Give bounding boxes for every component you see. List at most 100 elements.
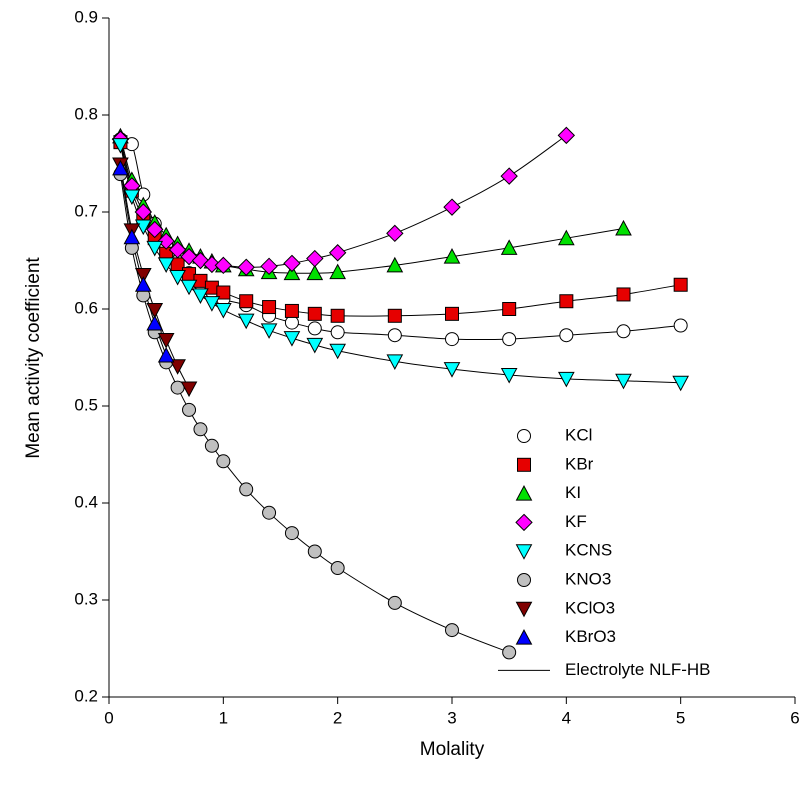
marker [387, 595, 402, 610]
legend-label: KF [565, 512, 587, 531]
y-tick-label: 0.7 [74, 201, 98, 220]
marker [330, 560, 345, 575]
x-tick-label: 2 [333, 708, 342, 727]
marker [157, 347, 175, 363]
marker [329, 263, 347, 280]
marker [387, 328, 402, 343]
marker [500, 239, 518, 255]
marker [386, 224, 404, 243]
y-tick-label: 0.9 [74, 7, 98, 26]
fit-line [119, 136, 624, 274]
marker [445, 306, 459, 321]
marker [329, 343, 347, 360]
marker [169, 359, 186, 375]
marker [443, 198, 461, 216]
marker [239, 482, 254, 497]
marker [180, 381, 198, 398]
legend-marker [517, 573, 531, 587]
y-tick-label: 0.3 [74, 589, 98, 608]
marker [330, 308, 345, 323]
marker [386, 256, 404, 273]
marker [283, 331, 301, 347]
marker [260, 257, 278, 276]
legend-marker [517, 457, 531, 472]
legend-label: KBrO3 [565, 627, 616, 646]
legend-marker [517, 429, 531, 443]
x-tick-label: 3 [447, 708, 456, 727]
x-tick-label: 6 [790, 708, 799, 727]
marker [157, 333, 175, 349]
x-axis-title: Molality [420, 739, 485, 760]
marker [134, 268, 152, 284]
marker [216, 285, 231, 300]
marker [672, 375, 690, 392]
marker [146, 240, 164, 257]
marker [306, 264, 324, 281]
marker [284, 303, 299, 318]
marker [443, 362, 461, 378]
marker [214, 256, 233, 275]
x-tick-label: 4 [562, 708, 571, 727]
legend-label: Electrolyte NLF-HB [565, 660, 710, 679]
marker [123, 228, 141, 245]
marker [157, 232, 175, 250]
marker [112, 159, 129, 176]
marker [203, 255, 221, 274]
marker [307, 321, 322, 336]
marker [262, 300, 277, 315]
marker [445, 332, 459, 347]
y-axis-title: Mean activity coefficient [23, 257, 44, 459]
x-tick-label: 1 [219, 708, 228, 727]
marker [387, 308, 402, 323]
marker [134, 276, 152, 292]
y-tick-label: 0.4 [74, 492, 98, 511]
marker [193, 422, 208, 437]
marker [557, 229, 575, 246]
y-tick-label: 0.8 [74, 104, 98, 123]
marker [283, 264, 301, 281]
marker [559, 328, 574, 343]
marker [112, 138, 129, 154]
marker [306, 249, 324, 268]
marker [284, 526, 299, 541]
marker [443, 248, 461, 264]
marker [283, 254, 301, 273]
marker [182, 402, 197, 417]
marker [214, 302, 232, 319]
marker [237, 258, 255, 276]
marker [557, 371, 575, 388]
marker [284, 315, 299, 330]
marker [616, 324, 631, 339]
marker [500, 167, 518, 185]
legend-label: KI [565, 483, 581, 502]
marker [673, 277, 688, 292]
marker [123, 189, 141, 206]
marker [502, 302, 517, 316]
marker [500, 367, 518, 384]
markers [111, 126, 690, 660]
marker [502, 645, 517, 660]
legend-label: KClO3 [565, 598, 615, 617]
marker [204, 438, 219, 453]
legend-marker [515, 485, 533, 501]
marker [307, 544, 322, 559]
marker [502, 332, 517, 347]
marker [180, 279, 198, 296]
marker [615, 219, 632, 236]
marker [616, 287, 631, 302]
marker [237, 313, 255, 330]
marker [386, 354, 404, 370]
legend-marker [515, 601, 533, 618]
y-tick-label: 0.5 [74, 395, 98, 414]
legend-label: KBr [565, 454, 594, 473]
legend: KCl KBr KI KF KCNS KNO3 KClO3 KBrO3 Electrolyte … [498, 425, 710, 679]
marker [307, 306, 322, 321]
marker [615, 373, 632, 390]
marker [146, 314, 164, 331]
legend-marker [515, 629, 533, 645]
marker [559, 294, 574, 309]
marker [673, 318, 688, 333]
marker [146, 302, 164, 319]
legend-marker [515, 544, 533, 560]
